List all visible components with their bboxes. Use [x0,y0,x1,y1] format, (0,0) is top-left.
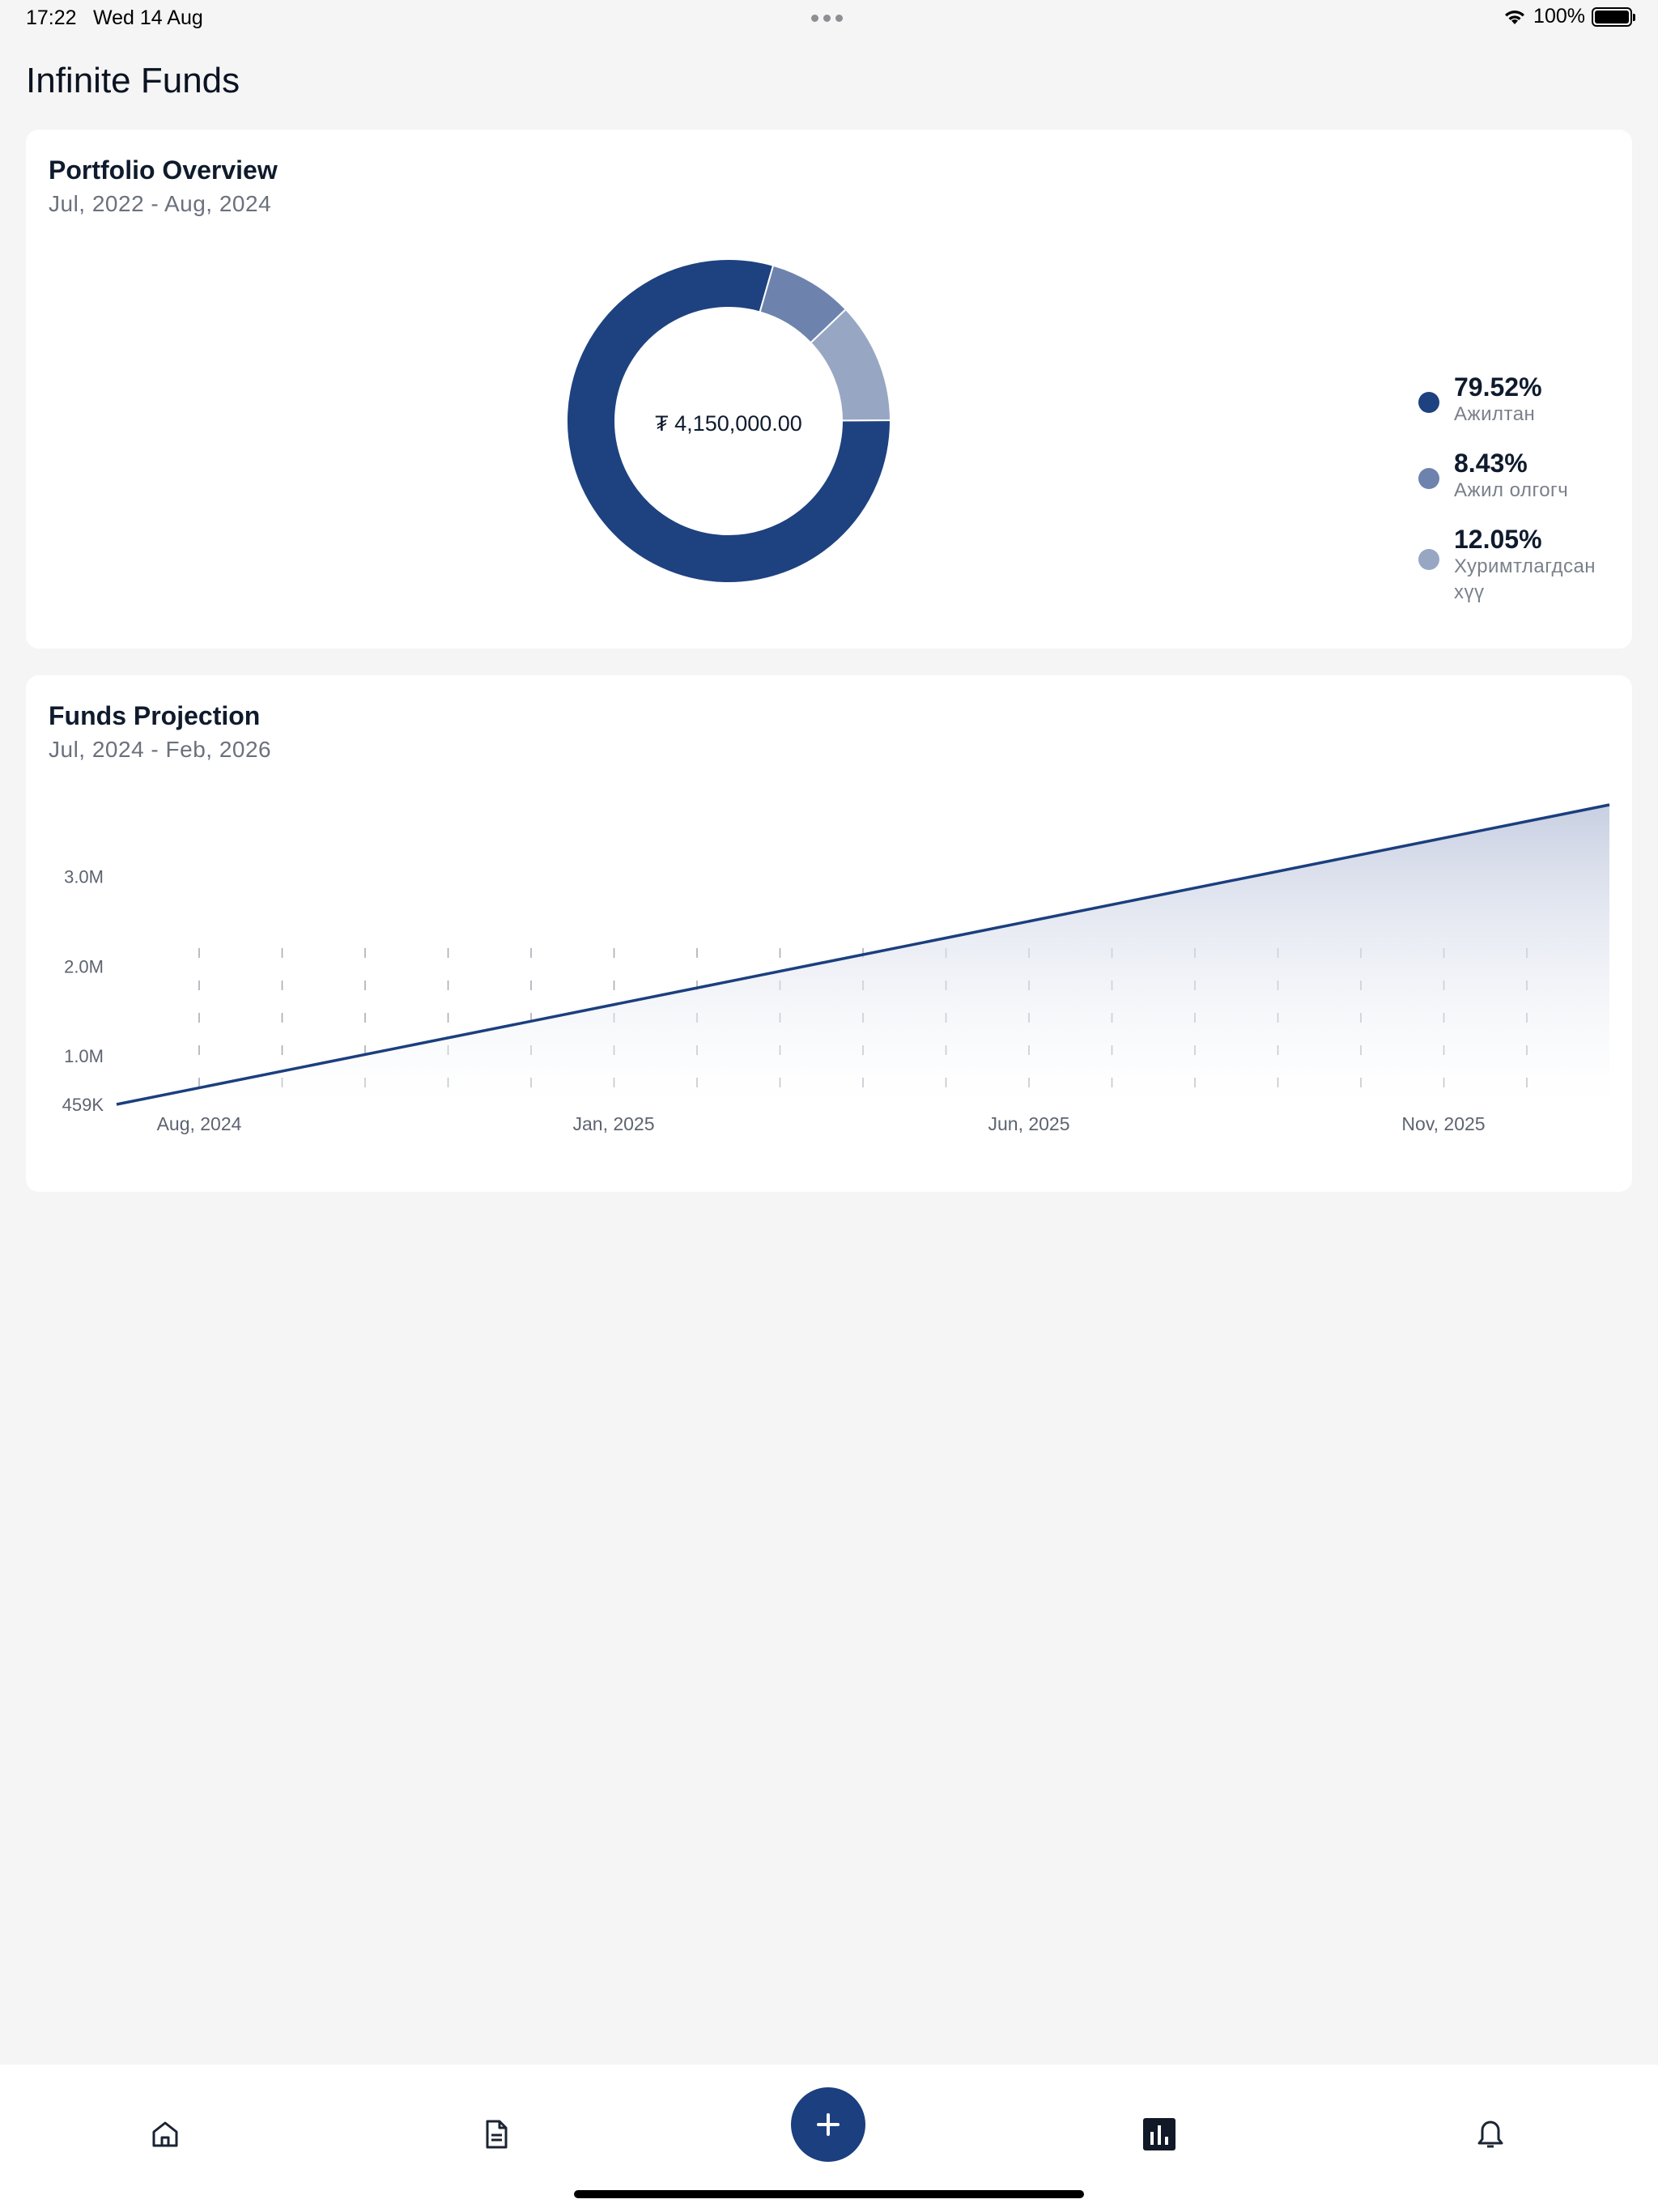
y-tick-label: 1.0M [64,1046,104,1066]
projection-line [116,803,1610,1106]
x-tick-label: Aug, 2024 [157,1113,242,1134]
legend-item-employer: 8.43% Ажил олгогч [1418,449,1629,525]
portfolio-donut-chart[interactable]: ₮ 4,150,000.00 [559,251,899,591]
legend-label: Ажилтан [1454,403,1536,425]
battery-percent: 100% [1533,5,1585,28]
multitasking-dots-icon[interactable] [811,15,843,22]
projection-title: Funds Projection [49,701,261,730]
document-icon [486,2120,508,2149]
bell-icon [1477,2121,1503,2148]
status-date: Wed 14 Aug [93,6,203,29]
donut-slice[interactable] [759,264,848,344]
donut-slice[interactable] [809,308,892,422]
tab-reports[interactable] [1135,2110,1184,2159]
tab-home[interactable] [141,2110,189,2159]
legend-label: Хуримтлагдсан хүү [1454,555,1596,603]
portfolio-total: ₮ 4,150,000.00 [655,411,802,436]
home-icon [152,2121,178,2147]
page-title: Infinite Funds [26,61,240,100]
portfolio-period: Jul, 2022 - Aug, 2024 [49,191,272,216]
battery-icon [1592,6,1635,27]
legend-dot [1418,468,1439,489]
legend-value: 79.52% [1454,372,1542,402]
portfolio-title: Portfolio Overview [49,155,278,185]
wifi-icon [1505,10,1525,24]
y-tick-label: 3.0M [64,867,104,887]
status-time: 17:22 [26,6,77,29]
add-button[interactable] [791,2087,865,2162]
funds-projection-card: Funds Projection Jul, 2024 - Feb, 2026 4… [26,675,1632,1192]
projection-period: Jul, 2024 - Feb, 2026 [49,737,272,762]
tab-documents[interactable] [472,2110,521,2159]
legend-value: 8.43% [1454,449,1528,478]
funds-projection-chart[interactable]: 459K 1.0M 2.0M 3.0M Aug, 2024 Jan, 2025 Jun, 2… [26,797,1632,1177]
legend-value: 12.05% [1454,525,1542,554]
legend-dot [1418,392,1439,413]
legend-item-interest: 12.05% Хуримтлагдсан хүү [1418,525,1629,606]
add-icon [817,2113,840,2136]
tab-bar [0,2065,1658,2212]
donut-slice[interactable] [566,258,892,584]
tab-notifications[interactable] [1466,2110,1515,2159]
x-tick-label: Nov, 2025 [1401,1113,1485,1134]
chart-icon [1143,2118,1175,2150]
legend-label: Ажил олгогч [1454,479,1569,501]
portfolio-legend: 79.52% Ажилтан 8.43% Ажил олгогч 12.05% … [1418,372,1629,606]
y-tick-label: 2.0M [64,956,104,976]
portfolio-overview-card: Portfolio Overview Jul, 2022 - Aug, 2024… [26,130,1632,649]
status-bar: 17:22 Wed 14 Aug 100% [0,0,1658,39]
x-tick-label: Jun, 2025 [988,1113,1069,1134]
home-indicator[interactable] [574,2190,1084,2198]
legend-item-employee: 79.52% Ажилтан [1418,372,1629,449]
y-tick-label: 459K [62,1095,104,1115]
x-tick-label: Jan, 2025 [572,1113,654,1134]
legend-dot [1418,549,1439,570]
status-indicators: 100% [1503,5,1635,28]
